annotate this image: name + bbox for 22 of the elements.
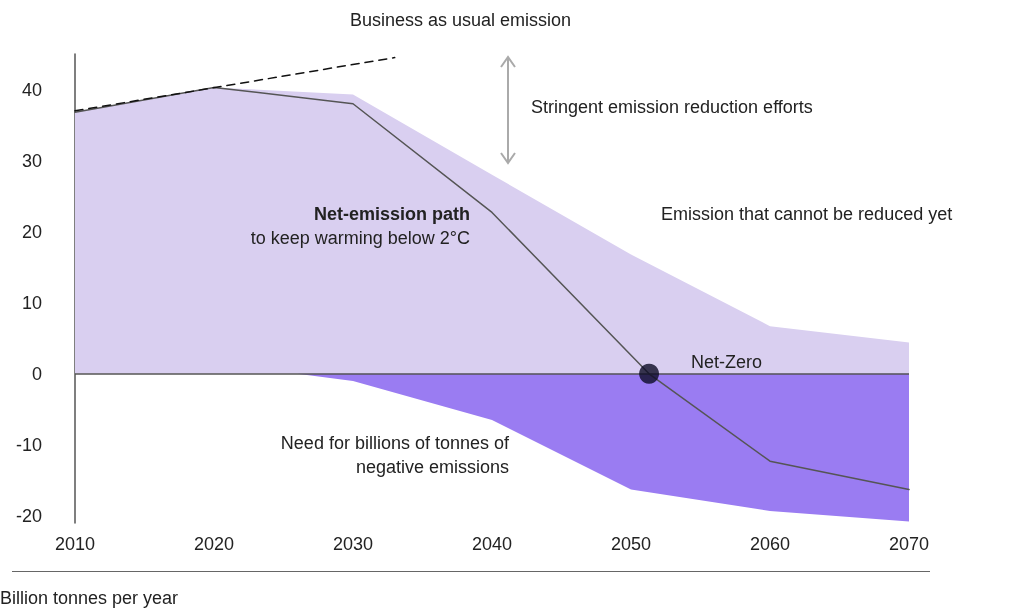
- text: Business as usual emission: [350, 10, 572, 30]
- y-tick-label: 0: [31, 363, 42, 384]
- y-axis-title: Billion tonnes per year: [0, 588, 179, 608]
- annotation: to keep warming below 2°C: [250, 228, 470, 248]
- annotation: Net-emission path: [313, 204, 470, 224]
- y-tick-label: 30: [21, 150, 42, 171]
- x-tick-label: 2040: [471, 534, 513, 554]
- y-tick-label: -20: [15, 505, 42, 526]
- x-tick-label: 2070: [888, 534, 930, 554]
- x-tick-label: 2050: [610, 534, 652, 554]
- annotation: Stringent emission reduction efforts: [531, 97, 813, 117]
- y-tick-label: 10: [21, 292, 42, 313]
- annotation: Emission that cannot be reduced yet: [661, 204, 953, 224]
- annotation: Need for billions of tonnes of negative emissions: [280, 433, 510, 477]
- x-tick-label: 2030: [332, 534, 374, 554]
- annotation: Net-Zero: [691, 351, 763, 372]
- x-tick-label: 2010: [54, 534, 96, 554]
- y-tick-label: 40: [21, 79, 42, 100]
- y-tick-label: -10: [15, 434, 42, 455]
- x-tick-label: 2020: [193, 534, 235, 554]
- x-tick-label: 2060: [749, 534, 791, 554]
- y-tick-label: 20: [21, 221, 42, 242]
